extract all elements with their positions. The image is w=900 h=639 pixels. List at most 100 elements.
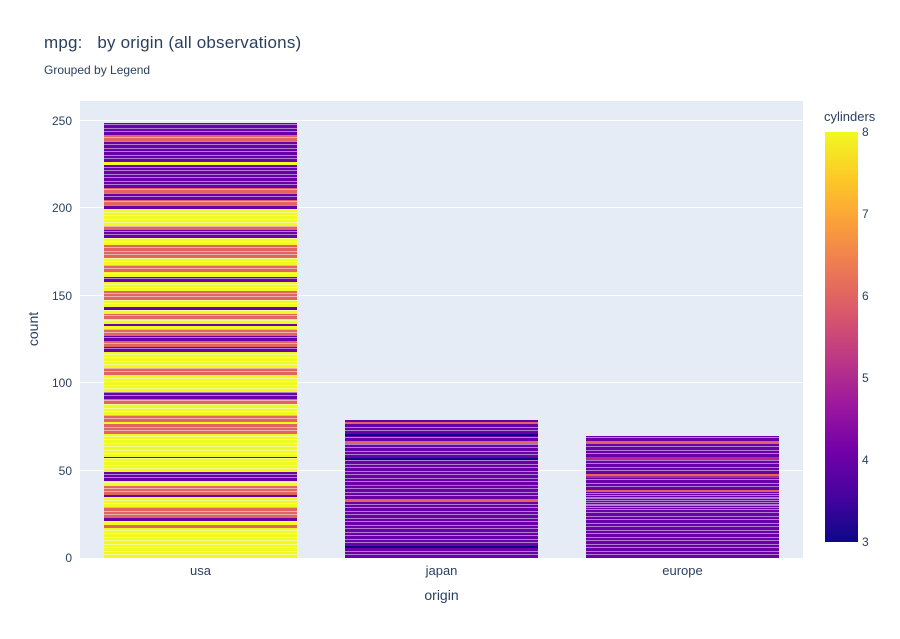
bar-segment-usa-cyl4[interactable] bbox=[104, 323, 297, 326]
bar-segment-japan-cyl4[interactable] bbox=[345, 460, 538, 485]
bar-segment-usa-cyl4[interactable] bbox=[104, 165, 297, 188]
bar-segment-usa-cyl4[interactable] bbox=[104, 456, 297, 459]
bar-segment-japan-cyl3[interactable] bbox=[345, 433, 538, 436]
bar-segment-europe-cyl4[interactable] bbox=[586, 491, 779, 558]
bar-segment-europe-cyl5[interactable] bbox=[586, 475, 779, 478]
bar-segment-usa-cyl8[interactable] bbox=[104, 299, 297, 307]
bar-segment-usa-cyl4[interactable] bbox=[104, 193, 297, 201]
bar-segment-usa-cyl6[interactable] bbox=[104, 290, 297, 300]
gridline-y-150 bbox=[80, 294, 803, 296]
bar-segment-usa-cyl8[interactable] bbox=[104, 282, 297, 291]
bar-segment-usa-cyl6[interactable] bbox=[104, 367, 297, 375]
bar-segment-usa-cyl8[interactable] bbox=[104, 271, 297, 277]
bar-segment-usa-cyl4[interactable] bbox=[104, 336, 297, 342]
bar-segment-usa-cyl4[interactable] bbox=[104, 123, 297, 136]
bar-segment-japan-cyl3[interactable] bbox=[345, 545, 538, 548]
bar-segment-europe-cyl6[interactable] bbox=[586, 489, 779, 492]
bar-segment-japan-cyl6[interactable] bbox=[345, 421, 538, 424]
bar-segment-japan-cyl4[interactable] bbox=[345, 423, 538, 434]
bar-segment-usa-cyl8[interactable] bbox=[104, 481, 297, 487]
colorbar-title: cylinders bbox=[824, 109, 876, 124]
bar-segment-usa-cyl6[interactable] bbox=[104, 200, 297, 206]
bar-segment-usa-cyl6[interactable] bbox=[104, 507, 297, 518]
bar-segment-usa-cyl6[interactable] bbox=[104, 486, 297, 496]
bar-segment-usa-cyl6[interactable] bbox=[104, 399, 297, 405]
bar-segment-europe-cyl4[interactable] bbox=[586, 435, 779, 441]
colorbar-tick-5: 5 bbox=[862, 371, 869, 385]
bar-segment-usa-cyl6[interactable] bbox=[104, 313, 297, 319]
bar-segment-usa-cyl8[interactable] bbox=[104, 404, 297, 415]
colorbar-tick-7: 7 bbox=[862, 207, 869, 221]
bar-segment-usa-cyl8[interactable] bbox=[104, 458, 297, 473]
bar-segment-usa-cyl6[interactable] bbox=[104, 524, 297, 529]
bar-segment-usa-cyl8[interactable] bbox=[104, 161, 297, 166]
gridline-y-100 bbox=[80, 382, 803, 384]
bar-segment-usa-cyl8[interactable] bbox=[104, 238, 297, 246]
y-tick-label-250: 250 bbox=[51, 113, 72, 128]
bar-segment-usa-cyl6[interactable] bbox=[104, 135, 297, 141]
bar-segment-usa-cyl4[interactable] bbox=[104, 205, 297, 209]
y-axis-title: count bbox=[25, 311, 41, 347]
bar-segment-usa-cyl8[interactable] bbox=[104, 433, 297, 457]
x-tick-label-usa: usa bbox=[190, 563, 211, 578]
bar-segment-usa-cyl6[interactable] bbox=[104, 264, 297, 272]
bar-segment-usa-cyl6[interactable] bbox=[104, 329, 297, 337]
bar-segment-usa-cyl4[interactable] bbox=[104, 306, 297, 311]
bar-segment-usa-cyl4[interactable] bbox=[104, 346, 297, 352]
bar-segment-usa-cyl6[interactable] bbox=[104, 423, 297, 434]
bar-segment-usa-cyl4[interactable] bbox=[104, 517, 297, 522]
bar-segment-usa-cyl4[interactable] bbox=[104, 472, 297, 482]
gridline-y-250 bbox=[80, 119, 803, 121]
bar-segment-usa-cyl8[interactable] bbox=[104, 310, 297, 314]
bar-segment-europe-cyl4[interactable] bbox=[586, 477, 779, 490]
bar-segment-usa-cyl8[interactable] bbox=[104, 374, 297, 393]
bar-segment-japan-cyl6[interactable] bbox=[345, 484, 538, 487]
bar-segment-usa-cyl8[interactable] bbox=[104, 318, 297, 324]
chart-subtitle: Grouped by Legend bbox=[44, 63, 151, 77]
bar-segment-japan-cyl4[interactable] bbox=[345, 444, 538, 459]
bar-usa[interactable] bbox=[104, 123, 297, 558]
bar-segment-usa-cyl8[interactable] bbox=[104, 496, 297, 508]
bar-segment-japan-cyl3[interactable] bbox=[345, 458, 538, 461]
bar-segment-japan-cyl4[interactable] bbox=[345, 486, 538, 499]
bar-segment-japan-cyl4[interactable] bbox=[345, 547, 538, 558]
bar-segment-usa-cyl8[interactable] bbox=[104, 421, 297, 424]
y-tick-label-200: 200 bbox=[51, 201, 72, 216]
x-tick-label-europe: europe bbox=[662, 563, 703, 578]
bar-segment-japan-cyl4[interactable] bbox=[345, 435, 538, 441]
y-tick-label-100: 100 bbox=[51, 376, 72, 391]
bar-europe[interactable] bbox=[586, 435, 779, 558]
bar-segment-japan-cyl6[interactable] bbox=[345, 498, 538, 503]
y-tick-label-150: 150 bbox=[51, 288, 72, 303]
bar-segment-europe-cyl6[interactable] bbox=[586, 440, 779, 445]
colorbar-tick-3: 3 bbox=[862, 535, 869, 549]
bar-segment-usa-cyl8[interactable] bbox=[104, 257, 297, 265]
bar-segment-europe-cyl5[interactable] bbox=[586, 456, 779, 461]
bar-japan[interactable] bbox=[345, 420, 538, 558]
colorbar-tick-8: 8 bbox=[862, 125, 869, 139]
bar-segment-europe-cyl4[interactable] bbox=[586, 460, 779, 475]
bar-segment-usa-cyl8[interactable] bbox=[104, 351, 297, 368]
chart-title: mpg: by origin (all observations) bbox=[44, 33, 302, 52]
bar-segment-usa-cyl8[interactable] bbox=[104, 528, 297, 558]
bar-segment-usa-cyl4[interactable] bbox=[104, 140, 297, 162]
bar-segment-japan-cyl4[interactable] bbox=[345, 420, 538, 422]
bar-segment-usa-cyl6[interactable] bbox=[104, 226, 297, 230]
bar-segment-usa-cyl8[interactable] bbox=[104, 208, 297, 227]
bar-segment-europe-cyl4[interactable] bbox=[586, 444, 779, 457]
bar-segment-japan-cyl6[interactable] bbox=[345, 440, 538, 445]
bar-segment-usa-cyl6[interactable] bbox=[104, 414, 297, 422]
bar-segment-usa-cyl4[interactable] bbox=[104, 276, 297, 283]
bar-segment-usa-cyl8[interactable] bbox=[104, 521, 297, 525]
bar-segment-usa-cyl6[interactable] bbox=[104, 341, 297, 347]
bar-segment-usa-cyl8[interactable] bbox=[104, 325, 297, 330]
y-tick-label-0: 0 bbox=[65, 551, 72, 565]
bar-segment-usa-cyl6[interactable] bbox=[104, 245, 297, 258]
bar-segment-usa-cyl4[interactable] bbox=[104, 392, 297, 400]
bar-segment-usa-cyl4[interactable] bbox=[104, 495, 297, 497]
bar-segment-japan-cyl4[interactable] bbox=[345, 502, 538, 546]
bar-segment-usa-cyl4[interactable] bbox=[104, 229, 297, 239]
bar-segment-usa-cyl6[interactable] bbox=[104, 187, 297, 194]
bar-segment-europe-cyl6[interactable] bbox=[586, 474, 779, 476]
